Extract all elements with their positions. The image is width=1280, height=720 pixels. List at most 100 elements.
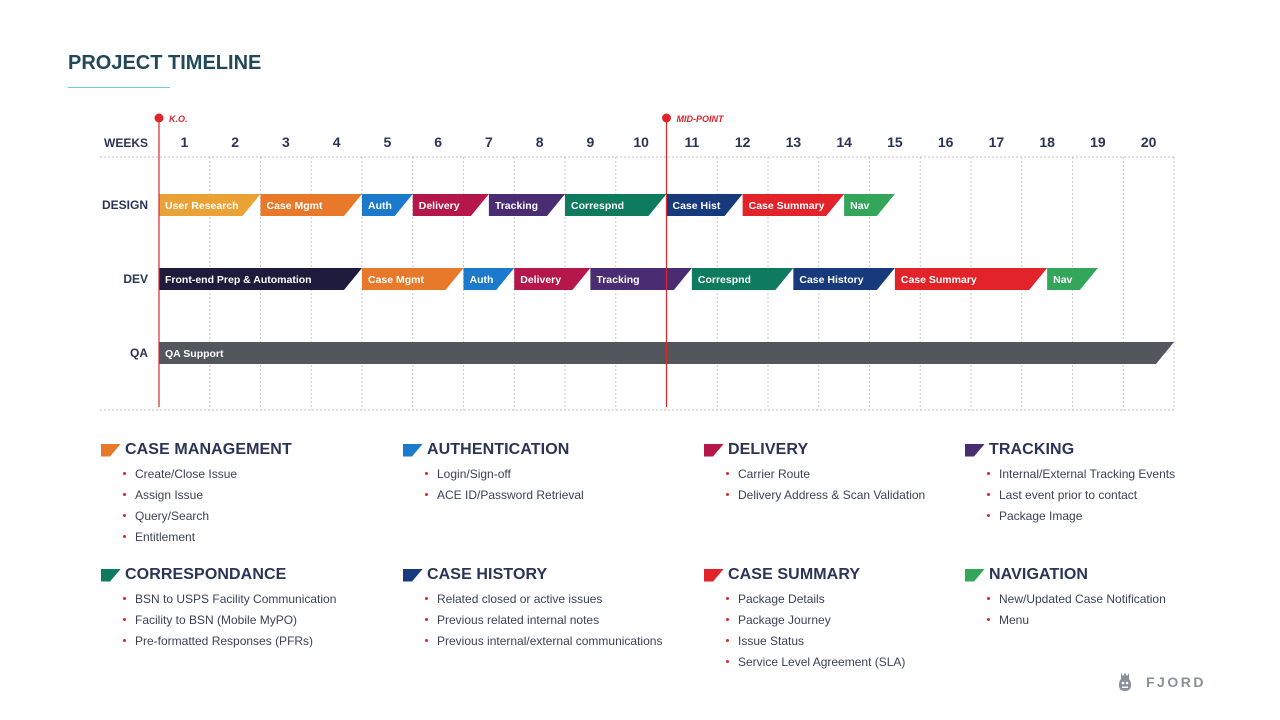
task-bar-design-6	[666, 194, 743, 216]
legend-items: BSN to USPS Facility Communication Facili…	[101, 591, 371, 654]
legend-title: CORRESPONDANCE	[125, 566, 287, 583]
task-bar-dev-3	[514, 268, 591, 290]
week-tick-4: 4	[333, 134, 341, 150]
task-label-design-0: User Research	[165, 200, 239, 212]
week-tick-12: 12	[735, 134, 751, 150]
legend-header: DELIVERY	[704, 440, 974, 460]
task-label-design-3: Delivery	[419, 200, 460, 212]
task-bar-design-3	[412, 194, 489, 216]
week-tick-8: 8	[536, 134, 544, 150]
task-label-design-2: Auth	[368, 200, 392, 212]
x-axis-label: WEEKS	[104, 136, 148, 150]
legend-items: Related closed or active issues Previous …	[403, 591, 673, 654]
title-underline	[68, 87, 170, 88]
legend-item: Related closed or active issues	[425, 591, 673, 612]
task-bar-dev-8	[1047, 268, 1098, 290]
task-label-dev-1: Case Mgmt	[368, 274, 425, 286]
week-tick-11: 11	[684, 134, 699, 150]
legend-header: CASE HISTORY	[403, 565, 673, 585]
legend-items: Create/Close Issue Assign Issue Query/Sear…	[101, 466, 371, 550]
legend-item: Package Details	[726, 591, 974, 612]
task-bar-design-5	[565, 194, 667, 216]
task-bar-design-0	[159, 194, 261, 216]
task-label-qa-0: QA Support	[165, 348, 224, 360]
grid-lines	[100, 156, 1175, 411]
brand: FJORD	[1118, 671, 1206, 693]
legend-item: Delivery Address & Scan Validation	[726, 487, 974, 508]
axis-labels: WEEKS 1 2 3 4 5 6 7 8 9 10 11 12 13 14 15 16 17 18 19 20DESI…	[102, 134, 1157, 360]
row-label-dev: DEV	[123, 272, 148, 286]
week-tick-9: 9	[586, 134, 594, 150]
week-tick-18: 18	[1039, 134, 1055, 150]
task-bar-dev-1	[362, 268, 464, 290]
task-bar-design-7	[742, 194, 845, 216]
legend-items: Package Details Package Journey Issue Stat…	[704, 591, 974, 675]
week-tick-15: 15	[887, 134, 903, 150]
legend-swatch	[101, 443, 121, 457]
legend-title: DELIVERY	[728, 441, 809, 458]
legend-item: Assign Issue	[123, 487, 371, 508]
week-tick-3: 3	[282, 134, 290, 150]
legend-item: Previous related internal notes	[425, 612, 673, 633]
task-label-dev-3: Delivery	[520, 274, 561, 286]
legend-item: Create/Close Issue	[123, 466, 371, 487]
milestone-label-0: K.O.	[169, 114, 188, 124]
legend-item: Package Journey	[726, 612, 974, 633]
legend-header: CASE MANAGEMENT	[101, 440, 371, 460]
legend-item: New/Updated Case Notification	[987, 591, 1235, 612]
task-bar-design-4	[488, 194, 565, 216]
legend-header: CASE SUMMARY	[704, 565, 974, 585]
week-tick-13: 13	[786, 134, 802, 150]
legend-item: Internal/External Tracking Events	[987, 466, 1235, 487]
legend-item: Last event prior to contact	[987, 487, 1235, 508]
legend-swatch	[965, 568, 985, 582]
fjord-logo-icon	[1119, 673, 1131, 691]
milestone-dot-0	[154, 113, 164, 123]
legend-item: Package Image	[987, 508, 1235, 529]
legend-item: Login/Sign-off	[425, 466, 673, 487]
legend-title: AUTHENTICATION	[427, 441, 570, 458]
legend-swatch	[704, 443, 724, 457]
legend-item: Facility to BSN (Mobile MyPO)	[123, 612, 371, 633]
task-bar-design-2	[362, 194, 413, 216]
legend-title: NAVIGATION	[989, 566, 1089, 583]
task-bars: User Research Case Mgmt Auth Delivery Tracki…	[159, 194, 1174, 364]
legend-item: Menu	[987, 612, 1235, 633]
week-tick-10: 10	[633, 134, 649, 150]
week-tick-16: 16	[938, 134, 954, 150]
legend-section-navigation: NAVIGATION New/Updated Case Notification M…	[965, 565, 1235, 633]
week-tick-5: 5	[383, 134, 391, 150]
task-bar-design-8	[844, 194, 895, 216]
legend-swatch	[965, 443, 985, 457]
legend-items: Internal/External Tracking Events Last ev…	[965, 466, 1235, 529]
legend-title: CASE MANAGEMENT	[125, 441, 292, 458]
legend-section-case-management: CASE MANAGEMENT Create/Close Issue Assign …	[101, 440, 371, 550]
legend-header: TRACKING	[965, 440, 1235, 460]
legend-title: CASE HISTORY	[427, 566, 548, 583]
task-bar-dev-7	[894, 268, 1048, 290]
task-label-dev-5: Correspnd	[698, 274, 751, 286]
legend-title: CASE SUMMARY	[728, 566, 861, 583]
legend-section-authentication: AUTHENTICATION Login/Sign-off ACE ID/Passw…	[403, 440, 673, 508]
legend-swatch	[403, 443, 423, 457]
task-label-design-1: Case Mgmt	[267, 200, 324, 212]
legend-item: Query/Search	[123, 508, 371, 529]
task-bar-dev-2	[463, 268, 515, 290]
week-tick-19: 19	[1090, 134, 1106, 150]
week-tick-17: 17	[989, 134, 1005, 150]
task-label-dev-8: Nav	[1053, 274, 1072, 286]
task-label-design-8: Nav	[850, 200, 869, 212]
legend-swatch	[403, 568, 423, 582]
legend-items: Login/Sign-off ACE ID/Password Retrieval	[403, 466, 673, 508]
page-title: PROJECT TIMELINE	[68, 52, 262, 74]
task-label-design-6: Case Hist	[673, 200, 721, 212]
legend-title: TRACKING	[989, 441, 1075, 458]
week-tick-2: 2	[231, 134, 239, 150]
task-label-dev-6: Case History	[799, 274, 863, 286]
legend-items: New/Updated Case Notification Menu	[965, 591, 1235, 633]
legend-section-delivery: DELIVERY Carrier Route Delivery Address & …	[704, 440, 974, 508]
week-tick-1: 1	[180, 134, 188, 150]
task-label-dev-7: Case Summary	[901, 274, 977, 286]
task-bar-design-1	[260, 194, 362, 216]
task-label-design-5: Correspnd	[571, 200, 624, 212]
